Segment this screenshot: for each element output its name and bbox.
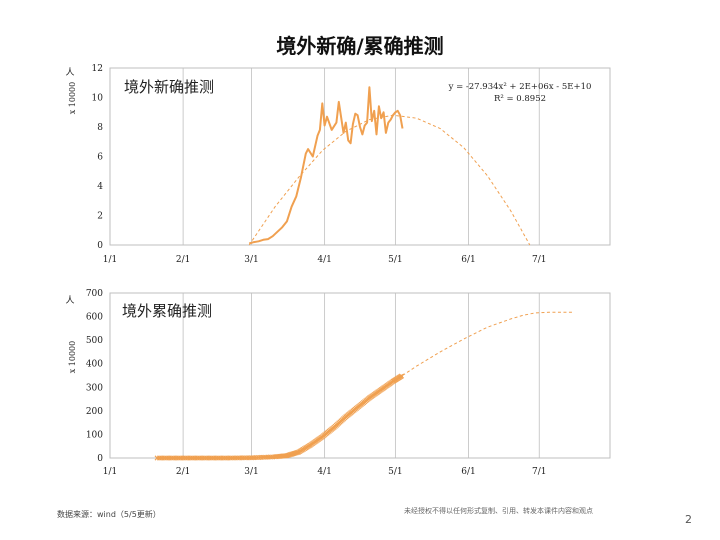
trend-equation: y = -27.934x² + 2E+06x - 5E+10 (448, 82, 592, 92)
y-tick-label: 2 (97, 212, 103, 222)
page-title: 境外新确/累确推测 (276, 34, 444, 58)
y-unit-label: 人 (65, 67, 74, 78)
y-tick-label: 0 (97, 454, 103, 464)
actual-line (248, 86, 404, 245)
chart-title: 境外新确推测 (124, 78, 214, 96)
y-scale-label: x 10000 (68, 82, 77, 115)
y-tick-label: 6 (97, 153, 103, 163)
y-tick-label: 10 (92, 94, 104, 104)
page-number: 2 (685, 513, 692, 526)
copyright-disclaimer: 未经授权不得以任何形式复制、引用、转发本课件内容和观点 (404, 507, 593, 515)
x-tick-label: 7/1 (532, 255, 546, 265)
trend-line (248, 114, 531, 246)
x-tick-label: 5/1 (388, 467, 402, 477)
x-tick-label: 4/1 (317, 255, 331, 265)
x-tick-label: 4/1 (317, 467, 331, 477)
x-tick-label: 5/1 (388, 255, 402, 265)
y-scale-label: x 10000 (68, 341, 77, 374)
x-tick-label: 6/1 (461, 467, 475, 477)
y-tick-label: 500 (86, 336, 103, 346)
y-tick-label: 8 (97, 123, 103, 133)
y-tick-label: 12 (92, 64, 103, 74)
x-tick-label: 7/1 (532, 467, 546, 477)
y-tick-label: 700 (86, 289, 103, 299)
x-tick-label: 6/1 (461, 255, 475, 265)
trend-line (402, 311, 573, 376)
y-tick-label: 300 (86, 383, 103, 393)
chart-title: 境外累确推测 (122, 302, 212, 320)
y-tick-label: 4 (97, 182, 103, 192)
y-tick-label: 100 (86, 430, 103, 440)
x-tick-label: 2/1 (176, 255, 190, 265)
data-source-note: 数据来源：wind（5/5更新） (57, 510, 161, 519)
x-tick-label: 3/1 (244, 255, 258, 265)
x-tick-label: 1/1 (103, 255, 117, 265)
actual-line (157, 374, 404, 460)
y-tick-label: 200 (86, 407, 103, 417)
y-unit-label: 人 (65, 295, 74, 306)
r-squared-label: R² = 0.8952 (494, 94, 546, 104)
y-tick-label: 0 (97, 241, 103, 251)
x-tick-label: 1/1 (103, 467, 117, 477)
x-tick-label: 3/1 (244, 467, 258, 477)
x-tick-label: 2/1 (176, 467, 190, 477)
y-tick-label: 400 (86, 360, 103, 370)
y-tick-label: 600 (86, 313, 103, 323)
